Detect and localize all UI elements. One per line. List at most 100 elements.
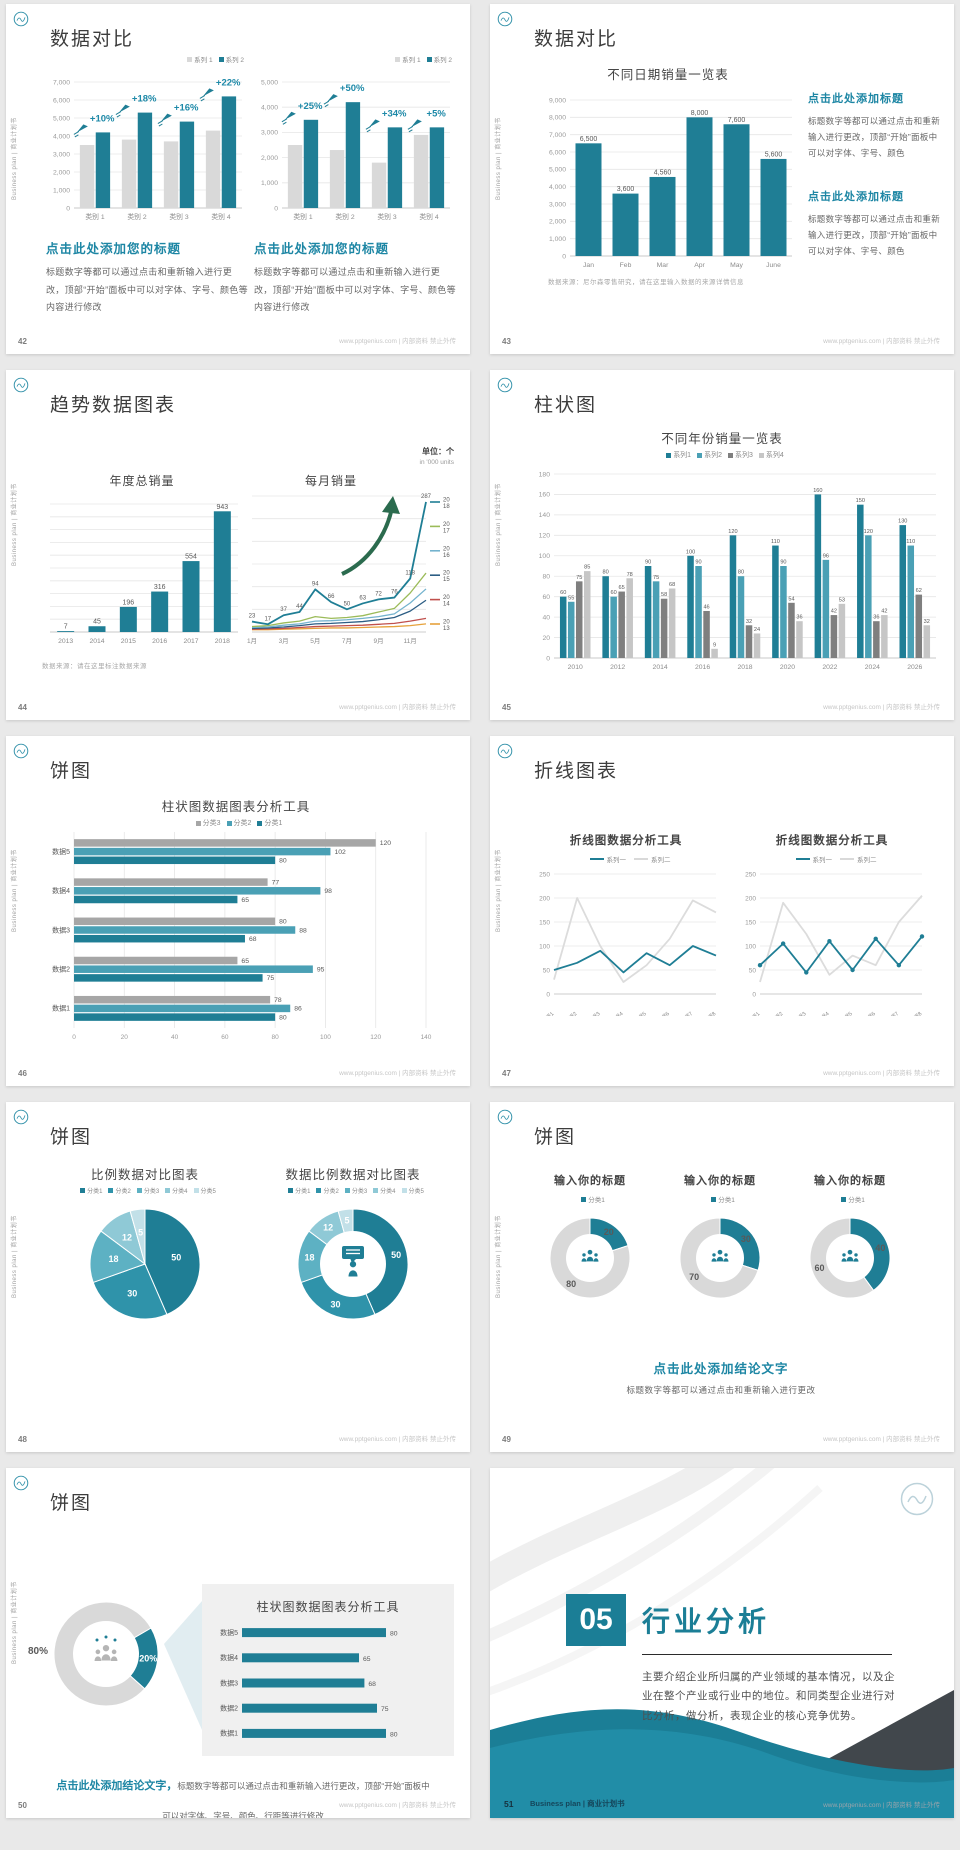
text-block-heading: 点击此处添加您的标题 <box>46 242 182 256</box>
slide-50[interactable]: Business plan | 商业计划书 饼图 20% 80% 柱状图数据图表… <box>6 1468 470 1818</box>
legend-swatch <box>187 56 193 62</box>
svg-text:180: 180 <box>539 471 551 478</box>
svg-text:18: 18 <box>443 504 450 510</box>
legend-swatch <box>401 1188 407 1193</box>
svg-text:60: 60 <box>560 590 566 596</box>
chart-title: 年度总销量 <box>109 474 175 488</box>
legend-label: 分类1 <box>295 1189 311 1195</box>
svg-text:5: 5 <box>138 1227 143 1237</box>
legend-label: 分类1 <box>588 1197 605 1204</box>
text-block-body: 标题数字等都可以通过点击和重新输入进行更改，顶部“开始”面板中可以对字体、字号、… <box>808 214 941 257</box>
page-number: 45 <box>502 703 511 712</box>
chart-legend: 系列1 系列2 系列3 系列4 <box>572 450 872 460</box>
svg-text:7月: 7月 <box>342 637 352 645</box>
svg-text:68: 68 <box>368 1681 376 1688</box>
svg-text:94: 94 <box>312 581 319 587</box>
svg-text:72: 72 <box>375 591 382 597</box>
slide-48[interactable]: Business plan | 商业计划书 饼图 比例数据对比图表 分类1 分类… <box>6 1102 470 1452</box>
page-number: 49 <box>502 1435 511 1444</box>
legend-label: 系列1 <box>673 452 692 459</box>
slide-title: 饼图 <box>50 1493 93 1514</box>
svg-text:20: 20 <box>604 1227 614 1237</box>
svg-text:Apr: Apr <box>694 262 705 269</box>
svg-text:0: 0 <box>274 205 278 212</box>
slide-47[interactable]: Business plan | 商业计划书 折线图表 折线图数据分析工具 系列一… <box>490 736 954 1086</box>
legend-swatch <box>395 56 401 62</box>
svg-text:6,500: 6,500 <box>580 136 598 143</box>
footer-url: www.pptgenius.com | 内部资料 禁止外传 <box>339 1436 456 1443</box>
legend-swatch <box>666 452 672 458</box>
svg-text:40: 40 <box>542 614 550 621</box>
svg-text:1,000: 1,000 <box>549 236 566 243</box>
svg-text:1,000: 1,000 <box>261 180 278 187</box>
conclusion-body: 标题数字等都可以通过点击和重新输入进行更改，顶部“开始”面板中可以对字体、字号、… <box>162 1781 430 1818</box>
svg-text:5: 5 <box>345 1215 350 1225</box>
slide-43[interactable]: Business plan | 商业计划书 数据对比 不同日期销量一览表 0 1,… <box>490 4 954 354</box>
logo-icon <box>13 1109 29 1125</box>
legend-swatch <box>697 452 703 458</box>
slide-46[interactable]: Business plan | 商业计划书 饼图 柱状图数据图表分析工具 分类3… <box>6 736 470 1086</box>
legend-label: 系列二 <box>857 857 877 864</box>
svg-text:18: 18 <box>304 1252 314 1262</box>
svg-text:类别 4: 类别 4 <box>211 212 230 221</box>
footer-url: www.pptgenius.com | 内部资料 禁止外传 <box>823 1802 940 1809</box>
svg-text:+50%: +50% <box>340 83 365 94</box>
svg-text:50: 50 <box>543 967 551 974</box>
svg-text:943: 943 <box>216 504 228 511</box>
legend-line-swatch <box>795 858 810 860</box>
slide-45[interactable]: Business plan | 商业计划书 柱状图 不同年份销量一览表 系列1 … <box>490 370 954 720</box>
svg-text:2017: 2017 <box>183 638 198 645</box>
svg-text:4,560: 4,560 <box>654 169 672 176</box>
svg-text:77: 77 <box>272 879 280 886</box>
svg-text:+25%: +25% <box>298 101 323 112</box>
legend-swatch <box>758 452 764 458</box>
legend-label: 分类1 <box>848 1197 865 1204</box>
footer-url: www.pptgenius.com | 内部资料 禁止外传 <box>823 338 940 345</box>
legend-label: 分类2 <box>233 820 252 827</box>
svg-text:20: 20 <box>443 571 450 577</box>
svg-text:2013: 2013 <box>58 638 73 645</box>
bar-chart: 7 2013 45 2014 196 2015 316 2016 554 2017 943 2018 <box>50 503 238 645</box>
svg-text:100: 100 <box>320 1034 331 1041</box>
legend-swatch <box>426 56 432 62</box>
svg-text:4,000: 4,000 <box>549 184 566 191</box>
svg-text:数据4: 数据4 <box>609 1010 625 1016</box>
unit-label-cn: 单位：个 <box>422 447 454 456</box>
svg-text:20: 20 <box>443 522 450 528</box>
svg-text:150: 150 <box>856 498 865 504</box>
svg-text:2016: 2016 <box>152 638 167 645</box>
svg-text:5,000: 5,000 <box>261 79 278 86</box>
svg-text:数据8: 数据8 <box>908 1010 924 1016</box>
page-number: 44 <box>18 703 27 712</box>
svg-text:160: 160 <box>813 488 822 494</box>
svg-text:2,000: 2,000 <box>53 169 70 176</box>
svg-text:数据7: 数据7 <box>679 1010 695 1016</box>
svg-text:数据3: 数据3 <box>52 925 70 934</box>
legend-swatch <box>728 452 733 458</box>
slide-42[interactable]: Business plan | 商业计划书 数据对比 系列 1 系列 2 系列 … <box>6 4 470 354</box>
svg-text:80: 80 <box>279 1014 287 1021</box>
chart-title: 折线图数据分析工具 <box>775 835 889 847</box>
unit-label: 单位：个 in '000 units <box>336 446 455 466</box>
svg-text:June: June <box>766 262 781 269</box>
slide-51[interactable]: 05 行业分析 主要介绍企业所归属的产业领域的基本情况，以及企业在整个产业或行业… <box>490 1468 954 1818</box>
svg-text:42: 42 <box>881 609 887 615</box>
legend-label: 系列 2 <box>225 57 244 64</box>
slide-44[interactable]: Business plan | 商业计划书 趋势数据图表 单位：个 in '00… <box>6 370 470 720</box>
svg-text:110: 110 <box>906 539 915 545</box>
svg-text:数据6: 数据6 <box>656 1010 672 1016</box>
svg-text:68: 68 <box>249 936 257 943</box>
slide-49[interactable]: Business plan | 商业计划书 饼图 输入你的标题 分类1 20 80… <box>490 1102 954 1452</box>
svg-text:65: 65 <box>241 897 249 904</box>
svg-text:数据8: 数据8 <box>702 1010 718 1016</box>
svg-text:数据3: 数据3 <box>792 1010 808 1016</box>
svg-text:68: 68 <box>669 582 675 588</box>
sidebar-vertical-text: Business plan | 商业计划书 <box>12 117 18 200</box>
chart-legend: 分类1 <box>526 1194 654 1204</box>
legend-swatch <box>711 1196 717 1202</box>
svg-text:200: 200 <box>539 895 550 902</box>
svg-text:7,000: 7,000 <box>53 79 70 86</box>
chart-title: 每月销量 <box>304 474 357 488</box>
chart-legend: 分类3 分类2 分类1 <box>86 818 386 828</box>
svg-text:1月: 1月 <box>247 637 257 645</box>
